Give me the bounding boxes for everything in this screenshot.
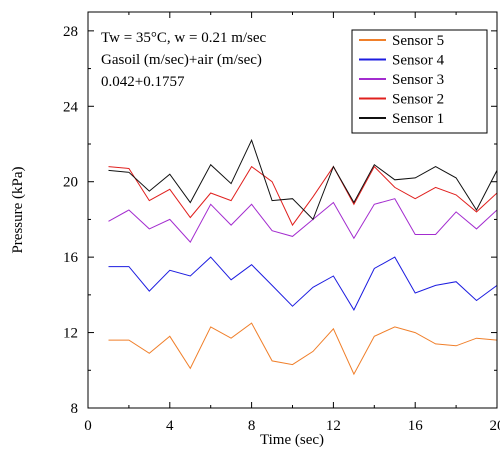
- y-tick-label: 12: [63, 326, 78, 342]
- annotation-line-3: 0.042+0.1757: [101, 74, 185, 90]
- legend-label: Sensor 1: [392, 111, 444, 127]
- x-tick-label: 4: [166, 418, 174, 434]
- x-tick-label: 16: [408, 418, 424, 434]
- legend-label: Sensor 5: [392, 33, 444, 49]
- y-tick-label: 28: [63, 24, 78, 40]
- y-tick-label: 16: [63, 250, 79, 266]
- y-axis-title: Pressure (kPa): [10, 166, 26, 253]
- y-tick-label: 8: [71, 401, 79, 417]
- legend-label: Sensor 4: [392, 53, 445, 69]
- series-line-sensor-3: [109, 199, 498, 242]
- series-layer: [109, 140, 498, 374]
- series-line-sensor-4: [109, 257, 498, 310]
- y-tick-label: 20: [63, 175, 78, 191]
- annotation-line-1: Tw = 35°C, w = 0.21 m/sec: [101, 30, 267, 46]
- legend: Sensor 5 Sensor 4 Sensor 3 Sensor 2 Sensor 1: [352, 30, 487, 133]
- series-line-sensor-2: [109, 167, 498, 226]
- annotation-line-2: Gasoil (m/sec)+air (m/sec): [101, 52, 262, 68]
- x-axis-title: Time (sec): [260, 432, 324, 448]
- legend-label: Sensor 2: [392, 92, 444, 108]
- x-tick-label: 8: [248, 418, 256, 434]
- annotation-block: Tw = 35°C, w = 0.21 m/sec Gasoil (m/sec)…: [101, 30, 267, 90]
- x-tick-label: 20: [490, 418, 500, 434]
- series-line-sensor-1: [109, 140, 498, 219]
- y-tick-label: 24: [63, 99, 79, 115]
- x-tick-label: 12: [326, 418, 341, 434]
- x-tick-label: 0: [84, 418, 92, 434]
- series-line-sensor-5: [109, 323, 498, 374]
- legend-label: Sensor 3: [392, 72, 444, 88]
